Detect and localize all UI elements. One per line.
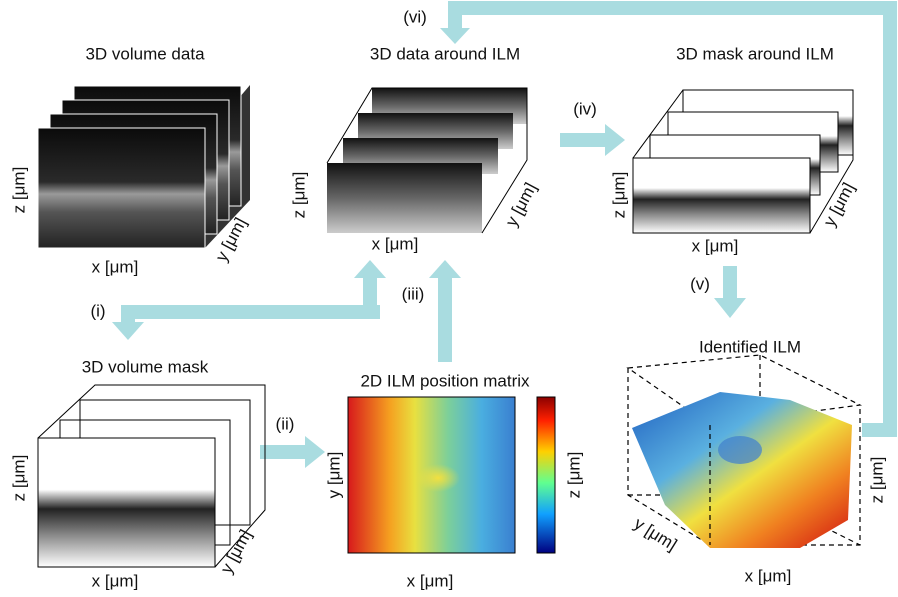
ilm-position-matrix [348, 397, 555, 553]
panel-title: 3D volume mask [82, 357, 209, 376]
axis-label: z [μm] [9, 455, 28, 502]
arrowhead [605, 124, 625, 156]
axis-label: z [μm] [9, 167, 28, 214]
panel-title: Identified ILM [699, 337, 801, 356]
arrowhead [440, 28, 470, 44]
axis-label: x [μm] [92, 257, 139, 276]
panel-title: 3D data around ILM [370, 44, 520, 63]
step-label: (iii) [402, 284, 425, 303]
axis-label: x [μm] [92, 571, 139, 590]
step-label: (ii) [276, 414, 295, 433]
step-label: (iv) [573, 99, 597, 118]
arrow-iii-a [370, 278, 380, 312]
axis-label: z [μm] [609, 172, 628, 219]
axis-label: z [μm] [289, 172, 308, 219]
axis-label: z [μm] [867, 457, 886, 504]
ilm-data-stack [327, 88, 527, 233]
panel-title: 3D mask around ILM [676, 44, 834, 63]
arrowhead [112, 322, 144, 340]
arrow-i [128, 312, 380, 322]
colorbar-label: z [μm] [564, 452, 583, 499]
axis-label: x [μm] [692, 236, 739, 255]
axis-label: y [μm] [820, 179, 859, 229]
panel-title: 2D ILM position matrix [360, 371, 530, 390]
arrowhead [714, 298, 746, 318]
arrowhead [354, 260, 386, 278]
axis-label: y [μm] [324, 452, 343, 499]
axis-label: x [μm] [745, 566, 792, 585]
step-label: (vi) [403, 7, 427, 26]
ilm-surface [628, 355, 860, 548]
axis-label: x [μm] [407, 571, 454, 590]
step-label: (v) [690, 274, 710, 293]
arrowhead [429, 260, 461, 278]
axis-label: y [μm] [502, 179, 541, 229]
panel-title: 3D volume data [85, 44, 205, 63]
arrowhead [305, 436, 325, 468]
axis-label: x [μm] [372, 234, 419, 253]
axis-label: y [μm] [631, 514, 681, 555]
step-label: (i) [90, 301, 105, 320]
diagram: 3D volume data x [μm] y [μm] z [μm] 3D d… [0, 0, 898, 597]
axis-label: y [μm] [217, 526, 256, 576]
ilm-mask-stack [633, 90, 853, 233]
volume-data-stack [38, 85, 250, 248]
